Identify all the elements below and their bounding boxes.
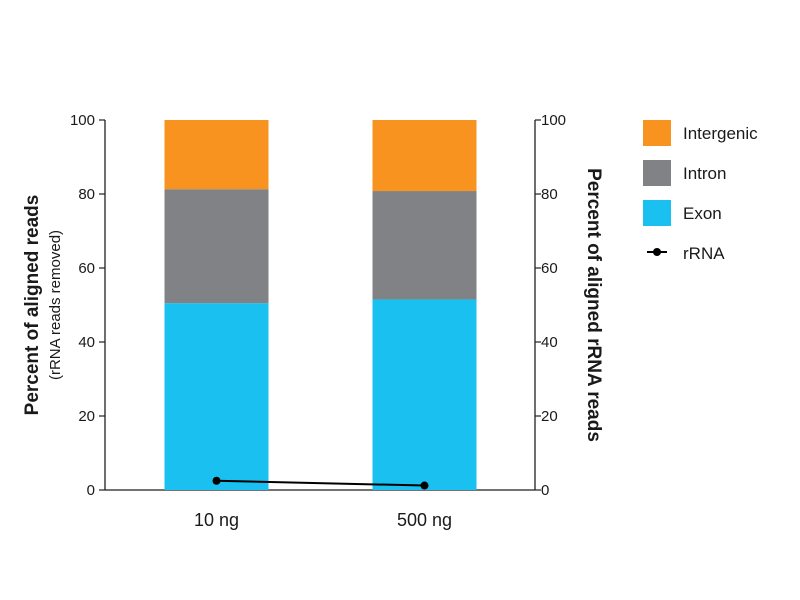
y-left-tick-label: 0 (87, 482, 95, 499)
y-right-tick-label: 20 (541, 408, 558, 425)
legend: Intergenic Intron Exon rRNA (643, 120, 758, 263)
y-right-tick-label: 100 (541, 112, 566, 129)
y-right-tick-label: 40 (541, 334, 558, 351)
y-left-axis-subtitle: (rRNA reads removed) (47, 230, 64, 380)
rrna-line (212, 476, 429, 490)
y-left-tick-label: 20 (78, 408, 95, 425)
legend-label-intergenic: Intergenic (683, 124, 758, 143)
y-left-tick-label: 40 (78, 334, 95, 351)
legend-marker-rrna (653, 248, 661, 256)
legend-label-rrna: rRNA (683, 244, 725, 263)
legend-swatch-intergenic (643, 120, 671, 146)
rrna-point (212, 476, 221, 485)
legend-swatch-exon (643, 200, 671, 226)
bar-segment-exon (164, 303, 269, 490)
tick-labels: 0 20 40 60 80 100 0 20 40 60 80 100 (70, 112, 566, 499)
category-label: 500 ng (397, 510, 452, 530)
rrna-series-line (216, 479, 425, 487)
bar-segment-intron (164, 189, 269, 304)
category-labels: 10 ng 500 ng (194, 510, 452, 530)
y-right-tick-label: 80 (541, 186, 558, 203)
rrna-point (420, 481, 429, 490)
y-right-tick-label: 60 (541, 260, 558, 277)
bar-segment-intron (372, 191, 477, 300)
y-right-axis-title: Percent of aligned rRNA reads (583, 168, 604, 442)
bar-segment-intergenic (164, 120, 269, 190)
y-left-tick-label: 80 (78, 186, 95, 203)
legend-label-exon: Exon (683, 204, 722, 223)
legend-swatch-intron (643, 160, 671, 186)
y-right-tick-label: 0 (541, 482, 549, 499)
category-label: 10 ng (194, 510, 239, 530)
y-left-tick-label: 100 (70, 112, 95, 129)
y-left-axis-title: Percent of aligned reads (22, 195, 43, 416)
legend-label-intron: Intron (683, 164, 726, 183)
bar-segment-exon (372, 299, 477, 490)
bars (164, 120, 477, 490)
y-left-tick-label: 60 (78, 260, 95, 277)
bar-segment-intergenic (372, 120, 477, 192)
